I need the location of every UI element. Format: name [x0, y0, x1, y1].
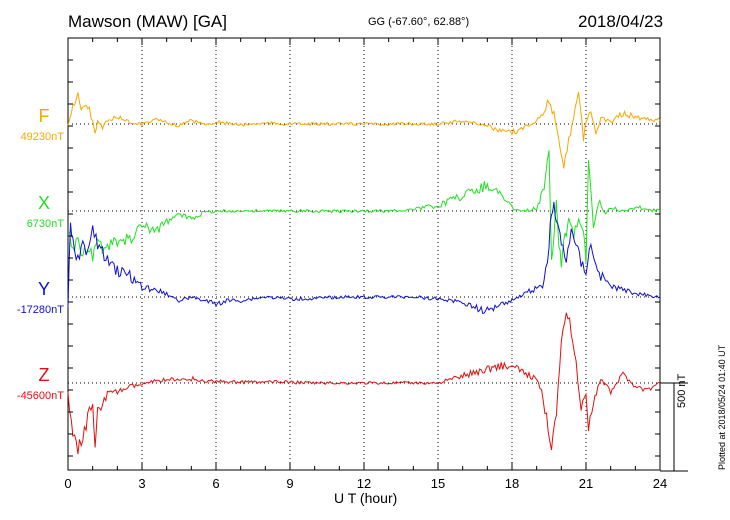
vertical-grid: [141, 38, 587, 470]
plot-date: 2018/04/23: [578, 12, 664, 31]
series-name-Y: Y: [38, 279, 50, 299]
plotted-timestamp: Plotted at 2018/05/24 01:40 UT: [717, 344, 727, 470]
series-labels: F 49230nT X 6730nT Y -17280nT Z -45600nT: [17, 106, 64, 402]
x-axis-label: U T (hour): [334, 490, 398, 506]
station-title: Mawson (MAW) [GA]: [68, 12, 227, 31]
geographic-coords: GG (-67.60°, 62.88°): [368, 16, 470, 28]
x-tick-label-18: 18: [505, 476, 519, 491]
series-baseline-Y: -17280nT: [17, 304, 64, 316]
x-tick-label-12: 12: [357, 476, 371, 491]
series-line-F: [67, 91, 661, 169]
x-tick-label-24: 24: [653, 476, 667, 491]
series-name-Z: Z: [39, 365, 50, 385]
x-tick-label-9: 9: [286, 476, 293, 491]
x-tick-label-6: 6: [212, 476, 219, 491]
scale-bar: [660, 382, 688, 472]
series-name-F: F: [39, 106, 50, 126]
x-tick-label-0: 0: [64, 476, 71, 491]
series-name-X: X: [38, 193, 50, 213]
series-line-X: [67, 150, 661, 268]
ticks: 0 3 6 9 12 15 18 21 24: [64, 38, 667, 491]
series-baseline-F: 49230nT: [21, 131, 65, 143]
series-baseline-X: 6730nT: [27, 218, 65, 230]
series-baseline-Z: -45600nT: [17, 390, 64, 402]
scale-bar-label: 500 nT: [676, 373, 688, 408]
series-line-Y: [67, 201, 661, 315]
x-tick-label-21: 21: [579, 476, 593, 491]
series-lines: [67, 91, 661, 455]
x-tick-label-3: 3: [138, 476, 145, 491]
x-tick-label-15: 15: [431, 476, 445, 491]
series-line-Z: [67, 312, 661, 455]
